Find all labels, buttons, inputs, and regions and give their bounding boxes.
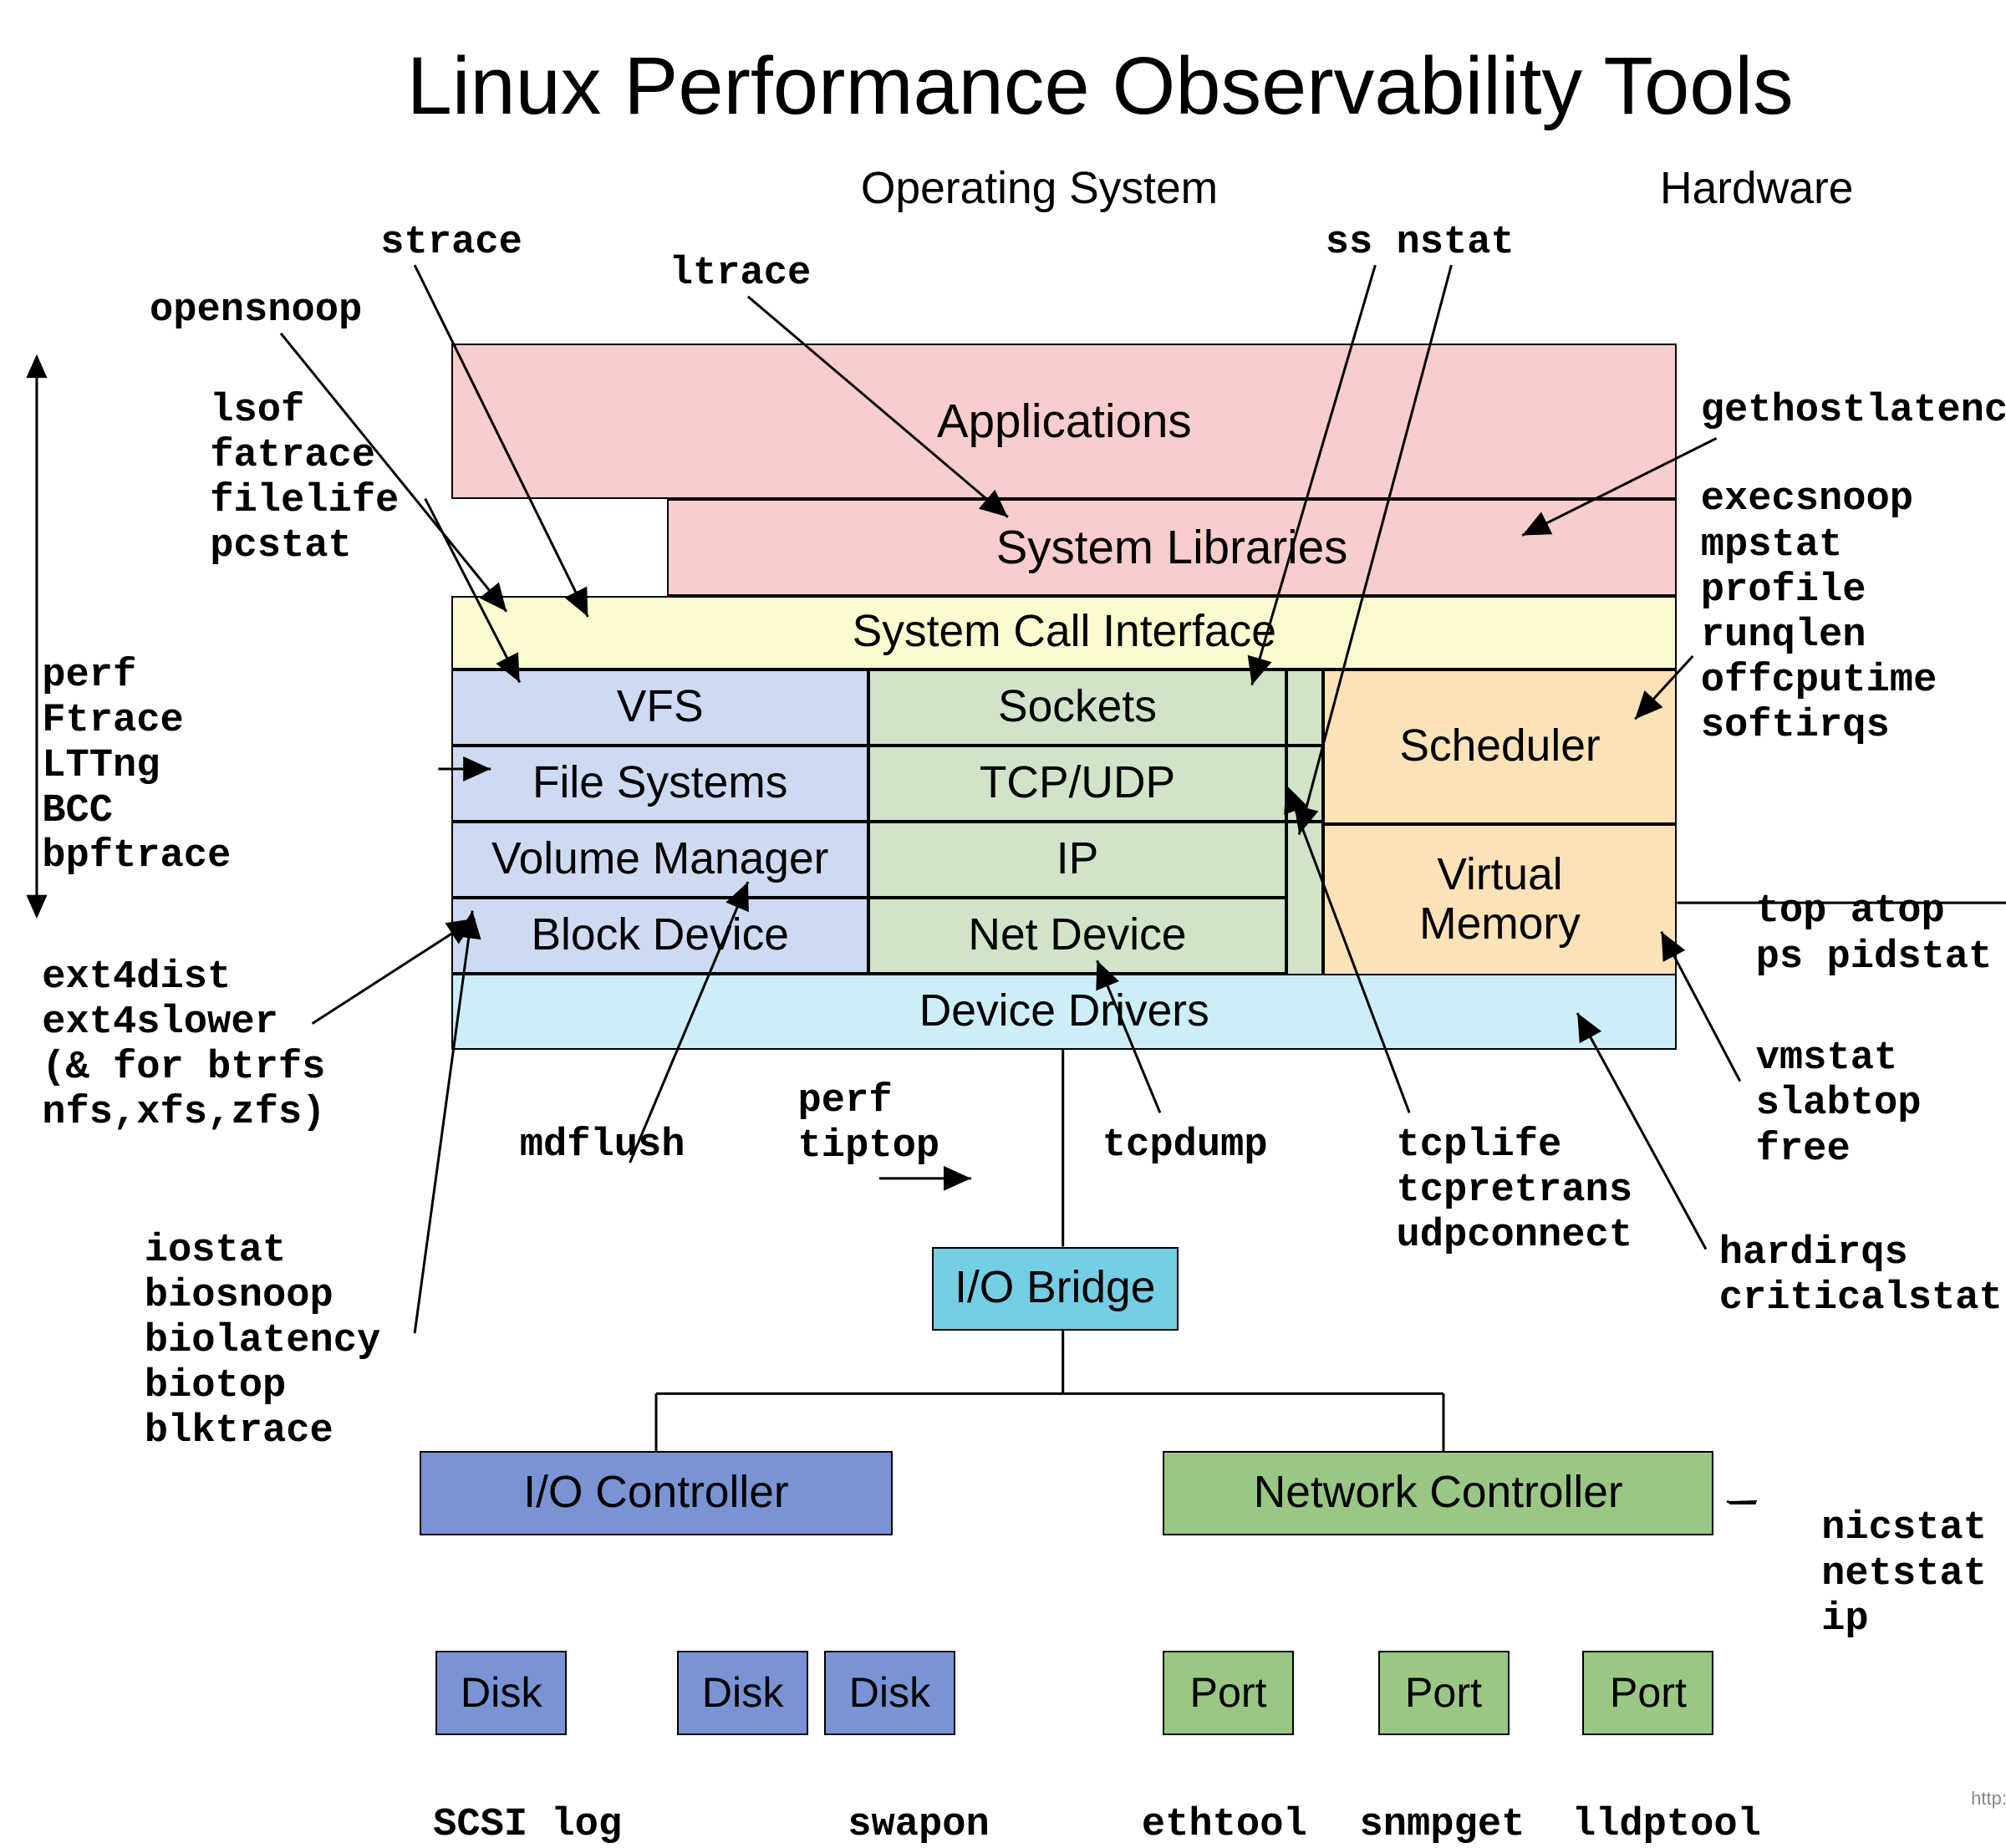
tool-ethtool: ethtool bbox=[1142, 1803, 1307, 1848]
tool-top_etc: top atop ps pidstat bbox=[1756, 889, 1993, 980]
box-volmgr: Volume Manager bbox=[451, 822, 868, 898]
tool-scsi_log: SCSI log bbox=[433, 1803, 622, 1848]
tool-lldptool: lldptool bbox=[1572, 1803, 1761, 1848]
tool-tcplife: tcplife tcpretrans udpconnect bbox=[1396, 1123, 1632, 1259]
box-syslibs: System Libraries bbox=[667, 499, 1678, 596]
box-blockdev: Block Device bbox=[451, 898, 868, 974]
box-syscall: System Call Interface bbox=[451, 596, 1677, 669]
box-sockets_strip bbox=[1286, 669, 1323, 746]
diagram-title: Linux Performance Observability Tools bbox=[407, 39, 1794, 133]
box-virtmem: Virtual Memory bbox=[1323, 824, 1678, 976]
box-drivers: Device Drivers bbox=[451, 974, 1677, 1050]
box-disk3: Disk bbox=[824, 1651, 955, 1734]
tool-nicstat: nicstat netstat ip bbox=[1821, 1506, 1987, 1642]
section-hardware: Hardware bbox=[1660, 163, 1853, 214]
tool-opensnoop: opensnoop bbox=[150, 288, 362, 333]
tool-ss_nstat: ss nstat bbox=[1326, 221, 1515, 266]
box-iocontroller: I/O Controller bbox=[420, 1451, 892, 1535]
tool-snmpget: snmpget bbox=[1360, 1803, 1525, 1848]
box-disk1: Disk bbox=[435, 1651, 567, 1734]
box-scheduler: Scheduler bbox=[1323, 669, 1678, 824]
tool-lsof_etc: lsof fatrace filelife pcstat bbox=[210, 389, 399, 570]
box-disk2: Disk bbox=[677, 1651, 808, 1734]
box-sockets: Sockets bbox=[868, 669, 1286, 746]
box-applications: Applications bbox=[451, 344, 1677, 498]
attribution: http://www.brendangregg.com/ linuxperf.h… bbox=[1971, 1787, 2006, 1835]
box-port2: Port bbox=[1378, 1651, 1510, 1734]
box-filesystems: File Systems bbox=[451, 746, 868, 822]
box-port1: Port bbox=[1163, 1651, 1294, 1734]
tool-iostat_etc: iostat biosnoop biolatency biotop blktra… bbox=[145, 1229, 381, 1455]
tool-swapon: swapon bbox=[848, 1803, 990, 1848]
tool-vmstat: vmstat slabtop free bbox=[1756, 1036, 1922, 1172]
box-tcpudp_strip bbox=[1286, 746, 1323, 822]
box-ip: IP bbox=[868, 822, 1286, 898]
tool-tcpdump: tcpdump bbox=[1102, 1123, 1268, 1168]
tool-strace: strace bbox=[380, 221, 522, 266]
tool-execsnoop: execsnoop mpstat profile runqlen offcput… bbox=[1701, 477, 1937, 749]
box-iobridge: I/O Bridge bbox=[932, 1247, 1179, 1331]
tool-perf_tiptop: perf tiptop bbox=[798, 1079, 940, 1169]
tool-perf_etc: perf Ftrace LTTng BCC bpftrace bbox=[42, 654, 231, 880]
tool-gethost: gethostlatency bbox=[1701, 389, 2006, 434]
tool-hardirqs: hardirqs criticalstat bbox=[1719, 1231, 2003, 1321]
section-os: Operating System bbox=[861, 163, 1218, 214]
box-port3: Port bbox=[1582, 1651, 1713, 1734]
box-netdev: Net Device bbox=[868, 898, 1286, 974]
tool-mdflush: mdflush bbox=[520, 1123, 685, 1168]
box-vfs: VFS bbox=[451, 669, 868, 746]
box-tcpudp: TCP/UDP bbox=[868, 746, 1286, 822]
tool-ltrace: ltrace bbox=[670, 252, 812, 297]
tool-ext4: ext4dist ext4slower (& for btrfs nfs,xfs… bbox=[42, 955, 325, 1137]
box-netcontroller: Network Controller bbox=[1163, 1451, 1713, 1535]
